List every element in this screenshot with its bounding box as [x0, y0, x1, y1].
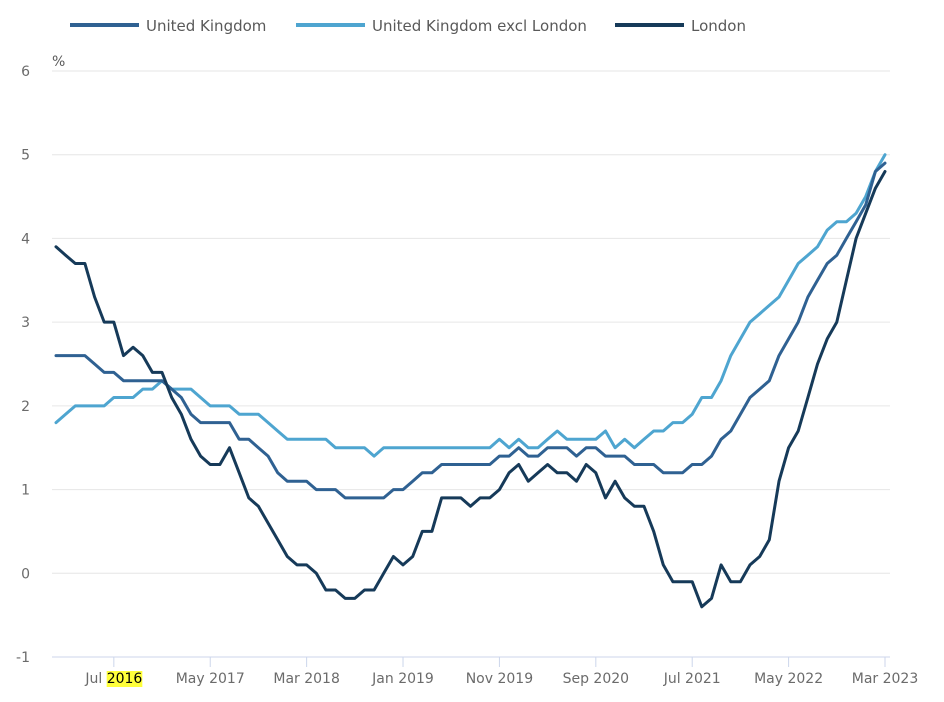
y-axis-ticks: 6 5 4 3 2 1 0 -1 — [16, 64, 30, 666]
y-tick-label: 5 — [21, 148, 30, 164]
x-tick-label-group: May 2022 — [754, 671, 823, 687]
y-tick-label: 1 — [21, 483, 30, 499]
x-axis: Jul 2016 May 2017 Mar 2018 Jan 2019 Nov 2019… — [84, 657, 918, 687]
x-tick-label: May 2017 — [176, 671, 245, 687]
x-tick-label: Jul 2016 — [84, 671, 142, 687]
legend-label: United Kingdom excl London — [372, 17, 587, 35]
y-axis-unit-label: % — [52, 54, 65, 70]
x-tick-label: Jan 2019 — [371, 671, 434, 687]
y-tick-label: 2 — [21, 399, 30, 415]
legend-item[interactable]: United Kingdom — [70, 17, 266, 35]
y-tick-label: 0 — [21, 566, 30, 582]
x-tick-label: Jul 2021 — [663, 671, 721, 687]
x-tick-label: Nov 2019 — [466, 671, 533, 687]
series-line-london — [54, 170, 887, 609]
x-tick-label: Mar 2023 — [852, 671, 919, 687]
series-line-united-kingdom — [54, 161, 887, 500]
x-tick-label-group: Jul 2016 — [84, 671, 142, 687]
text-highlight — [106, 671, 143, 687]
x-tick-label-group: Sep 2020 — [563, 671, 629, 687]
legend-label: United Kingdom — [146, 17, 266, 35]
legend-item[interactable]: United Kingdom excl London — [296, 17, 587, 35]
x-tick-label-group: Nov 2019 — [466, 671, 533, 687]
series-line-united-kingdom-excl-london — [54, 153, 887, 458]
y-tick-label: 3 — [21, 315, 30, 331]
y-tick-label: 6 — [21, 64, 30, 80]
x-tick-label: Sep 2020 — [563, 671, 629, 687]
gridlines — [52, 70, 890, 658]
y-tick-label: 4 — [21, 231, 30, 247]
highlighted-text: 2016 — [107, 671, 143, 687]
series-lines — [54, 153, 887, 609]
x-tick-label-group: May 2017 — [176, 671, 245, 687]
legend-label: London — [691, 17, 746, 35]
x-tick-label-group: Mar 2023 — [852, 671, 919, 687]
x-tick-label-group: Jul 2021 — [663, 671, 721, 687]
x-tick-label-group: Jan 2019 — [371, 671, 434, 687]
legend: United Kingdom United Kingdom excl London… — [70, 17, 746, 35]
x-tick-label-group: Mar 2018 — [273, 671, 340, 687]
y-tick-label: -1 — [16, 650, 30, 666]
x-tick-label: May 2022 — [754, 671, 823, 687]
legend-item[interactable]: London — [615, 17, 746, 35]
x-tick-label: Mar 2018 — [273, 671, 340, 687]
